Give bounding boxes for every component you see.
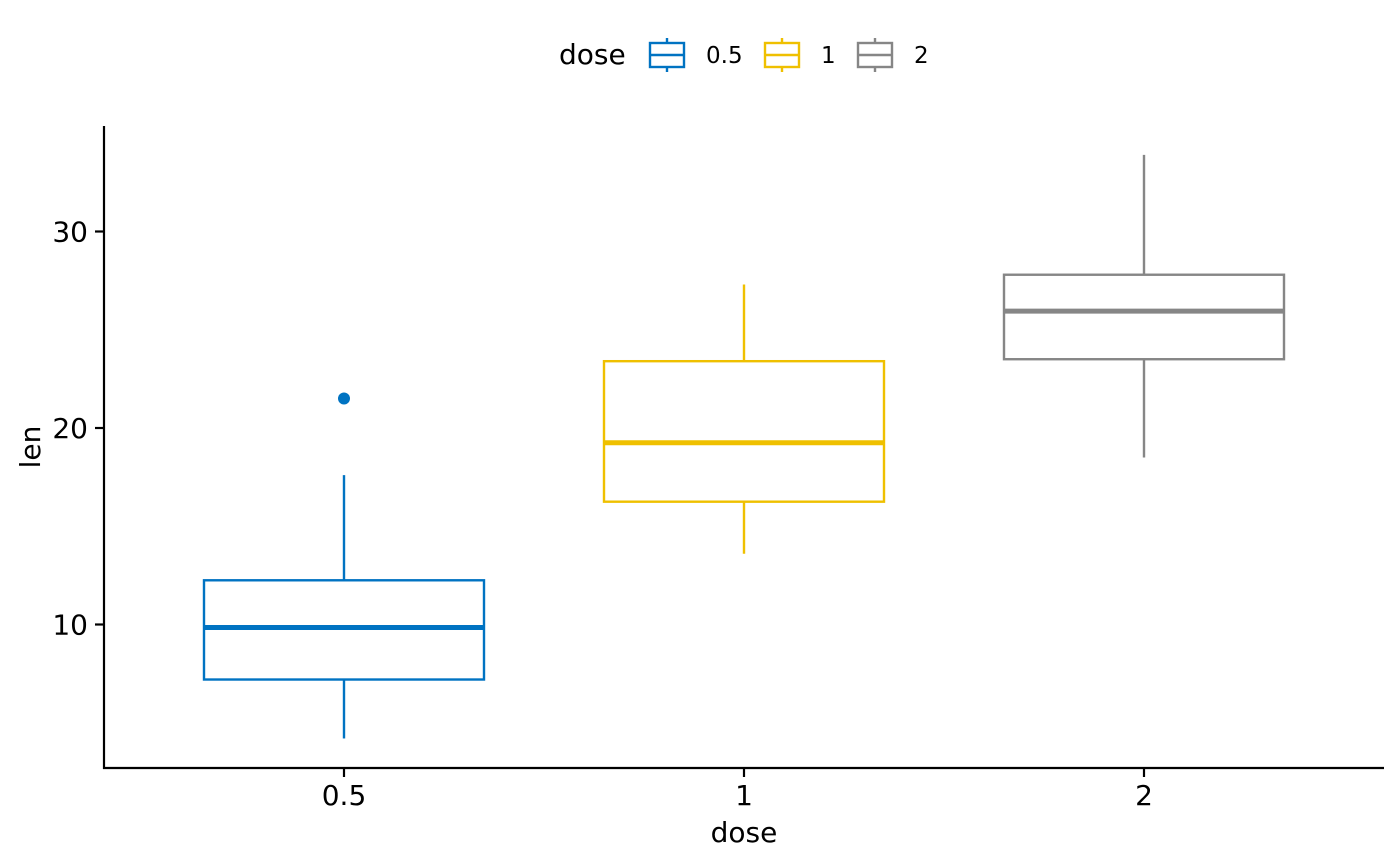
x-tick-label: 0.5 xyxy=(322,779,367,812)
y-tick-label: 10 xyxy=(52,609,88,642)
x-axis-ticks: 0.5 1 2 xyxy=(322,768,1153,812)
y-tick-label: 30 xyxy=(52,216,88,249)
x-tick-label: 2 xyxy=(1135,779,1153,812)
legend-title: dose xyxy=(559,38,626,71)
legend-label: 2 xyxy=(914,43,929,69)
legend: dose 0.5 1 2 xyxy=(559,38,929,72)
box-0.5 xyxy=(202,392,486,739)
legend-entries: 0.5 1 2 xyxy=(648,38,929,72)
y-axis-ticks: 10 20 30 xyxy=(52,216,104,642)
outlier-point xyxy=(338,392,350,405)
legend-entry-1: 1 xyxy=(763,38,836,72)
legend-label: 0.5 xyxy=(706,43,743,69)
boxes xyxy=(202,154,1286,739)
y-tick-label: 20 xyxy=(52,412,88,445)
box-2 xyxy=(1002,154,1286,458)
x-axis-title: dose xyxy=(711,816,778,849)
box-rect xyxy=(1002,273,1286,361)
legend-entry-0.5: 0.5 xyxy=(648,38,743,72)
y-axis-title: len xyxy=(14,426,47,469)
legend-entry-2: 2 xyxy=(856,38,929,72)
x-tick-label: 1 xyxy=(735,779,753,812)
box-rect xyxy=(602,359,886,503)
legend-label: 1 xyxy=(821,43,836,69)
box-1 xyxy=(602,284,886,554)
